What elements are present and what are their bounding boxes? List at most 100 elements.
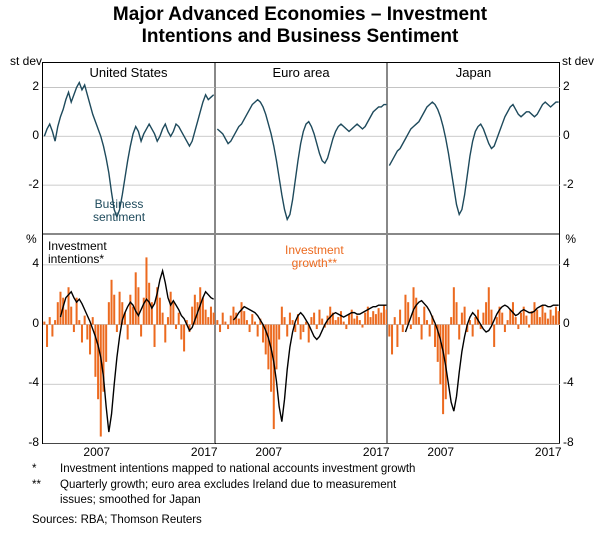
growth-bar — [340, 311, 342, 324]
growth-bar — [485, 302, 487, 324]
growth-bar — [507, 320, 509, 324]
growth-bar — [113, 295, 115, 325]
footnote-2: **Quarterly growth; euro area excludes I… — [32, 478, 572, 493]
growth-bar — [205, 310, 207, 325]
unit-top-right: st dev — [562, 54, 594, 68]
growth-bar — [388, 325, 390, 337]
growth-bar — [73, 325, 75, 332]
growth-bar — [175, 325, 177, 329]
growth-bar — [474, 317, 476, 324]
growth-bar — [364, 313, 366, 325]
growth-bar — [488, 287, 490, 324]
growth-bar — [43, 322, 45, 325]
growth-bar — [396, 325, 398, 347]
growth-bar — [337, 317, 339, 324]
growth-bar — [300, 325, 302, 340]
growth-bar — [418, 317, 420, 324]
panel-top-jp: Japan — [387, 63, 559, 234]
growth-bar — [458, 325, 460, 340]
ytick-bot: 4 — [32, 256, 43, 270]
growth-bar — [49, 317, 51, 324]
growth-bar — [413, 287, 415, 324]
growth-bar — [434, 325, 436, 347]
growth-bar — [119, 292, 121, 325]
growth-bar — [92, 317, 94, 324]
growth-bar — [539, 317, 541, 324]
growth-bar — [310, 317, 312, 324]
growth-bar — [472, 325, 474, 337]
growth-bar — [525, 316, 527, 325]
growth-bar — [402, 325, 404, 332]
growth-bar — [224, 322, 226, 325]
growth-bar — [404, 295, 406, 325]
panel-bot-jp — [387, 234, 559, 443]
growth-bar — [97, 325, 99, 400]
growth-bar — [442, 325, 444, 415]
growth-bar — [372, 311, 374, 324]
footnote-1: *Investment intentions mapped to nationa… — [32, 462, 572, 477]
unit-bot-right: % — [565, 232, 576, 246]
growth-bar — [172, 302, 174, 324]
growth-bar — [241, 302, 243, 324]
growth-bar — [281, 307, 283, 325]
growth-bar — [210, 307, 212, 325]
growth-bar — [159, 298, 161, 325]
growth-bar — [302, 325, 304, 332]
growth-bar — [284, 317, 286, 324]
growth-bar — [222, 313, 224, 325]
growth-bar — [429, 325, 431, 337]
growth-bar — [251, 314, 253, 324]
growth-bar — [316, 325, 318, 329]
growth-bar — [167, 317, 169, 324]
ytick-bot: 0 — [32, 316, 43, 330]
growth-bar — [243, 311, 245, 324]
growth-bar — [450, 317, 452, 324]
growth-bar — [105, 325, 107, 362]
growth-bar — [542, 305, 544, 324]
growth-bar — [116, 325, 118, 332]
growth-bar — [533, 302, 535, 324]
growth-bar — [515, 317, 517, 324]
growth-bar — [399, 310, 401, 325]
growth-bar — [313, 313, 315, 325]
growth-bar — [51, 325, 53, 337]
growth-bar — [453, 287, 455, 324]
sentiment-line-ea — [217, 100, 386, 220]
intentions-line-jp — [405, 301, 558, 411]
ytick-bot: 0 — [559, 316, 570, 330]
panel-label-jp: Japan — [388, 65, 559, 80]
growth-bar — [509, 310, 511, 325]
growth-bar — [278, 325, 280, 340]
growth-bar — [202, 298, 204, 325]
growth-bar — [359, 320, 361, 324]
growth-bar — [70, 307, 72, 325]
growth-bar — [207, 317, 209, 324]
growth-bar — [216, 320, 218, 324]
ytick-bot: -8 — [28, 435, 43, 449]
growth-bar — [111, 280, 113, 325]
growth-bar — [129, 295, 131, 325]
growth-bar — [292, 320, 294, 324]
ytick-bot: -4 — [559, 375, 574, 389]
growth-bar — [410, 325, 412, 329]
intentions-line-ea — [233, 305, 386, 421]
ytick-bot: -8 — [559, 435, 574, 449]
growth-bar — [219, 325, 221, 332]
growth-bar — [46, 325, 48, 347]
growth-bar — [249, 325, 251, 332]
growth-bar — [517, 325, 519, 329]
growth-bar — [426, 320, 428, 324]
growth-bar — [84, 316, 86, 325]
x-tick: 2007 — [255, 445, 282, 459]
ytick-top: 2 — [32, 79, 43, 93]
growth-bar — [191, 307, 193, 325]
growth-bar — [345, 325, 347, 329]
growth-bar — [100, 325, 102, 437]
label-investment-growth: Investmentgrowth** — [285, 244, 344, 270]
growth-bar — [482, 313, 484, 325]
growth-bar — [135, 272, 137, 324]
x-tick: 2007 — [83, 445, 110, 459]
growth-bar — [370, 317, 372, 324]
growth-bar — [286, 325, 288, 337]
growth-bar — [132, 307, 134, 325]
